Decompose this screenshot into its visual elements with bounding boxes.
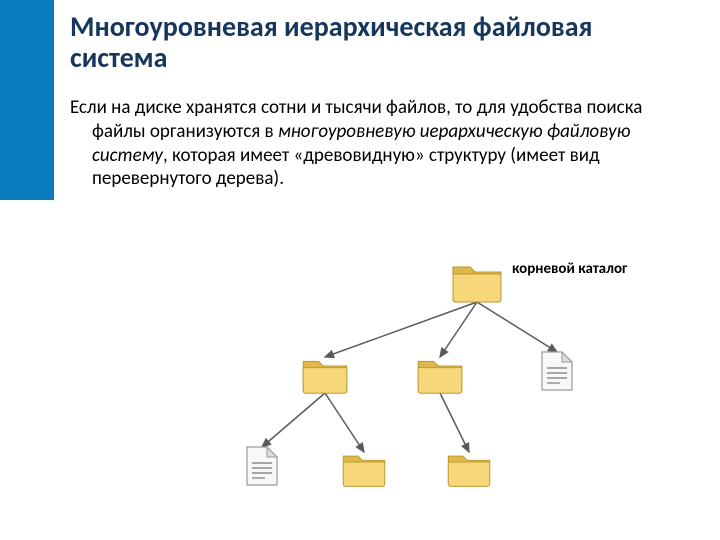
- folder-icon: [445, 450, 493, 488]
- file-icon: [245, 445, 279, 487]
- folder-icon: [340, 450, 388, 488]
- tree-diagram: корневой каталог: [200, 260, 640, 520]
- sidebar-accent: [0, 0, 54, 200]
- slide-title: Многоуровневая иерархическая файловая си…: [70, 12, 680, 74]
- root-folder-label: корневой каталог: [512, 262, 627, 278]
- slide-body: Если на диске хранятся сотни и тысячи фа…: [70, 96, 690, 191]
- folder-icon: [415, 355, 465, 395]
- slide: Многоуровневая иерархическая файловая си…: [0, 0, 720, 540]
- folder-icon: [300, 355, 350, 395]
- file-icon: [540, 350, 574, 392]
- folder-icon: [450, 260, 504, 304]
- body-paragraph: Если на диске хранятся сотни и тысячи фа…: [70, 96, 690, 191]
